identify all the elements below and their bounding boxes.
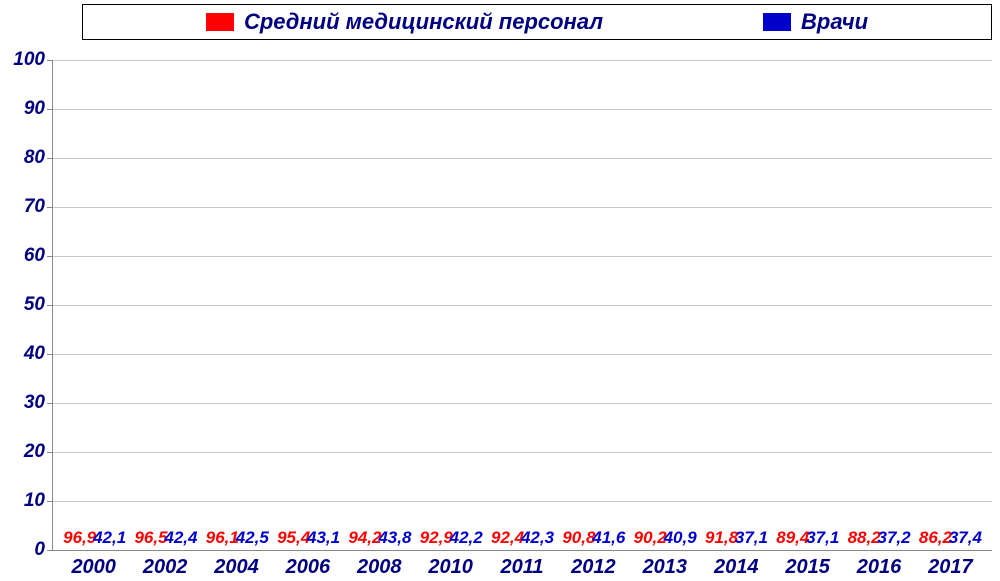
- gridline: [53, 207, 992, 208]
- x-axis-label: 2002: [129, 553, 200, 581]
- y-axis-label: 50: [24, 294, 45, 316]
- y-tick: [47, 60, 53, 61]
- y-axis-label: 40: [24, 343, 45, 365]
- x-axis-label: 2006: [272, 553, 343, 581]
- bar-value-label: 37,4: [949, 528, 982, 548]
- x-axis-label: 2012: [558, 553, 629, 581]
- y-tick: [47, 305, 53, 306]
- x-axis-label: 2010: [415, 553, 486, 581]
- bar-value-label: 88,2: [848, 528, 881, 548]
- x-axis-label: 2017: [915, 553, 986, 581]
- y-tick: [47, 256, 53, 257]
- bar-value-label: 42,1: [93, 528, 126, 548]
- y-axis-label: 10: [24, 490, 45, 512]
- x-axis-label: 2004: [201, 553, 272, 581]
- y-tick: [47, 354, 53, 355]
- bar-value-label: 94,2: [348, 528, 381, 548]
- bar-value-label: 41,6: [592, 528, 625, 548]
- bar-value-label: 89,4: [776, 528, 809, 548]
- bar-value-label: 37,1: [735, 528, 768, 548]
- y-axis-label: 100: [13, 49, 45, 71]
- y-tick: [47, 109, 53, 110]
- gridline: [53, 256, 992, 257]
- bar-value-label: 91,8: [705, 528, 738, 548]
- bar-value-label: 43,8: [378, 528, 411, 548]
- gridline: [53, 354, 992, 355]
- y-tick: [47, 501, 53, 502]
- gridline: [53, 109, 992, 110]
- y-axis-label: 20: [24, 441, 45, 463]
- x-axis-labels: 2000200220042006200820102011201220132014…: [52, 553, 992, 581]
- y-tick: [47, 403, 53, 404]
- chart-legend: Средний медицинский персонал Врачи: [82, 4, 992, 40]
- y-axis-label: 30: [24, 392, 45, 414]
- bar-value-label: 96,1: [206, 528, 239, 548]
- y-tick: [47, 207, 53, 208]
- gridline: [53, 403, 992, 404]
- bar-value-label: 90,8: [562, 528, 595, 548]
- gridline: [53, 158, 992, 159]
- bar-value-label: 92,9: [420, 528, 453, 548]
- legend-label-series2: Врачи: [801, 9, 868, 35]
- legend-item-series1: Средний медицинский персонал: [206, 9, 603, 35]
- bar-value-label: 90,2: [634, 528, 667, 548]
- legend-swatch-series1: [206, 13, 234, 31]
- x-axis-label: 2014: [701, 553, 772, 581]
- bar-value-label: 42,5: [236, 528, 269, 548]
- gridline: [53, 305, 992, 306]
- y-axis-label: 80: [24, 147, 45, 169]
- y-tick: [47, 550, 53, 551]
- bar-value-label: 96,9: [63, 528, 96, 548]
- bar-value-label: 96,5: [134, 528, 167, 548]
- x-axis-label: 2008: [344, 553, 415, 581]
- bar-value-label: 42,3: [521, 528, 554, 548]
- legend-swatch-series2: [763, 13, 791, 31]
- y-axis-label: 0: [34, 539, 45, 561]
- bar-value-label: 43,1: [307, 528, 340, 548]
- y-tick: [47, 158, 53, 159]
- y-tick: [47, 452, 53, 453]
- gridline: [53, 60, 992, 61]
- y-axis-label: 60: [24, 245, 45, 267]
- x-axis-label: 2013: [629, 553, 700, 581]
- y-axis-label: 90: [24, 98, 45, 120]
- x-axis-label: 2016: [843, 553, 914, 581]
- chart-area: 96,942,1 96,542,4 96,142,5 95,443,1 94,243,8…: [52, 48, 992, 551]
- bar-value-label: 86,2: [919, 528, 952, 548]
- y-axis-label: 70: [24, 196, 45, 218]
- bar-value-label: 95,4: [277, 528, 310, 548]
- plot-region: 96,942,1 96,542,4 96,142,5 95,443,1 94,243,8…: [52, 60, 992, 551]
- bar-value-label: 37,1: [806, 528, 839, 548]
- gridline: [53, 452, 992, 453]
- bar-value-label: 92,4: [491, 528, 524, 548]
- bar-value-label: 37,2: [878, 528, 911, 548]
- x-axis-label: 2015: [772, 553, 843, 581]
- bar-value-label: 40,9: [664, 528, 697, 548]
- legend-item-series2: Врачи: [763, 9, 868, 35]
- gridline: [53, 501, 992, 502]
- bar-value-label: 42,2: [450, 528, 483, 548]
- x-axis-label: 2011: [486, 553, 557, 581]
- legend-label-series1: Средний медицинский персонал: [244, 9, 603, 35]
- bar-value-label: 42,4: [164, 528, 197, 548]
- x-axis-label: 2000: [58, 553, 129, 581]
